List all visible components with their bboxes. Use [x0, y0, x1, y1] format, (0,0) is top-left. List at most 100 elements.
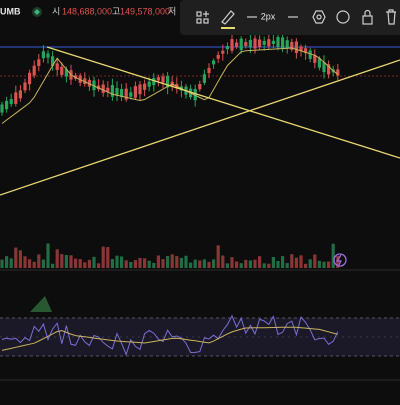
candle	[285, 40, 289, 49]
volume-bar	[244, 259, 248, 268]
candle	[14, 92, 18, 104]
volume-bar	[281, 256, 285, 268]
volume-bar	[253, 259, 257, 268]
candle	[225, 46, 229, 50]
candle	[138, 84, 142, 95]
candle	[83, 78, 87, 84]
volume-bar	[120, 256, 124, 268]
volume-bar	[74, 258, 78, 268]
candle	[207, 67, 211, 74]
volume-bar	[129, 261, 133, 268]
settings-icon[interactable]	[312, 10, 326, 24]
volume-bar	[14, 247, 18, 268]
candle	[202, 74, 206, 83]
candle	[0, 104, 4, 113]
volume-bar	[230, 257, 234, 268]
volume-bar	[327, 261, 331, 268]
trash-icon[interactable]	[386, 9, 396, 25]
symbol: UMB	[0, 6, 21, 16]
candle	[120, 89, 124, 98]
candle	[313, 54, 317, 63]
volume-bar	[18, 250, 22, 268]
volume-bar	[221, 255, 225, 268]
alert-icon[interactable]	[333, 253, 347, 267]
candle	[161, 76, 165, 83]
candle	[23, 82, 27, 91]
volume-bar	[179, 257, 183, 268]
volume-bar	[166, 255, 170, 268]
volume-bar	[101, 246, 105, 268]
volume-bar	[106, 247, 110, 268]
candle	[258, 39, 262, 47]
high-value: 149,578,000	[120, 6, 170, 16]
low-label: 저	[168, 6, 176, 16]
volume-bar	[267, 263, 271, 268]
open-label: 시	[52, 6, 60, 16]
candle	[37, 59, 41, 67]
candle	[166, 75, 170, 88]
candle	[156, 77, 160, 81]
open-value: 148,688,000	[62, 6, 112, 16]
volume-bar	[110, 259, 114, 268]
volume-bar	[78, 259, 82, 268]
alert-bolt	[335, 254, 342, 266]
high-label: 고	[112, 6, 120, 16]
candle	[336, 69, 340, 76]
candle	[327, 64, 331, 75]
stroke-width[interactable]: 2px	[261, 11, 276, 21]
candle	[129, 92, 133, 97]
candle	[235, 42, 239, 47]
candle	[115, 88, 119, 96]
candle	[147, 81, 151, 87]
volume-bar	[331, 243, 335, 268]
magnet-icon[interactable]	[336, 10, 350, 24]
volume-bar	[239, 263, 243, 268]
candle	[299, 46, 303, 51]
candle	[110, 85, 114, 97]
candle	[304, 48, 308, 53]
volume-bar	[5, 256, 9, 268]
volume	[0, 243, 340, 268]
status-diamond	[34, 9, 40, 15]
rsi-fill	[30, 296, 52, 312]
volume-bar	[317, 260, 321, 268]
volume-bar	[308, 259, 312, 268]
pencil-icon[interactable]	[221, 10, 235, 25]
volume-bar	[115, 255, 119, 268]
volume-bar	[258, 256, 262, 268]
volume-bar	[184, 255, 188, 268]
color-indicator	[221, 27, 235, 29]
candle	[253, 38, 257, 49]
candle	[101, 84, 105, 93]
volume-bar	[51, 263, 55, 268]
volume-bar	[83, 262, 87, 268]
candle	[152, 77, 156, 86]
candle	[244, 42, 248, 47]
candle	[64, 69, 68, 77]
candle	[124, 88, 128, 100]
candle	[106, 87, 110, 92]
volume-bar	[248, 260, 252, 268]
volume-bar	[161, 259, 165, 268]
volume-bar	[336, 255, 340, 268]
layout-icon[interactable]	[196, 11, 209, 24]
volume-bar	[271, 256, 275, 268]
settings-dot	[316, 14, 322, 20]
volume-bar	[32, 261, 36, 268]
candle	[55, 63, 59, 70]
volume-bar	[202, 259, 206, 268]
volume-bar	[207, 261, 211, 268]
volume-bar	[143, 258, 147, 268]
trend-line	[0, 59, 400, 196]
candle	[9, 99, 13, 105]
volume-bar	[55, 249, 59, 268]
candle	[212, 60, 216, 65]
volume-bar	[69, 255, 73, 268]
lock-icon[interactable]	[362, 15, 373, 25]
candle	[317, 58, 321, 68]
candle	[239, 38, 243, 51]
candles	[0, 30, 340, 116]
candle	[248, 39, 252, 48]
candle	[133, 86, 137, 98]
